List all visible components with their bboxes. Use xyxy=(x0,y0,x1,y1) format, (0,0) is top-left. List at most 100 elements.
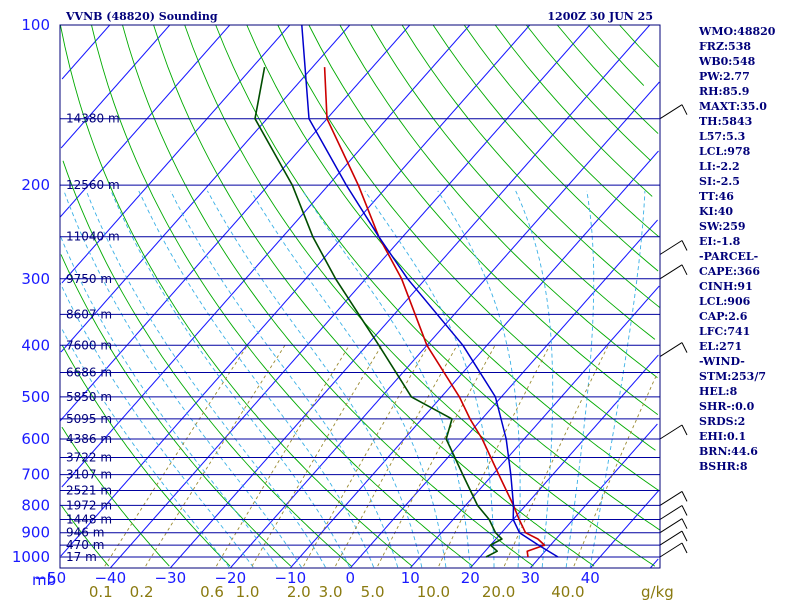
temperature-tick-label: 30 xyxy=(521,569,540,587)
moist-adiabat-line xyxy=(85,190,326,568)
dry-adiabat-line xyxy=(619,24,660,68)
moist-adiabat-line xyxy=(60,327,230,568)
isotherm-line xyxy=(60,24,351,353)
index-line: BRN:44.6 xyxy=(699,445,758,458)
moist-adiabat-line xyxy=(63,190,302,568)
wind-barb-feather xyxy=(681,491,688,502)
temperature-tick-label: −30 xyxy=(154,569,186,587)
moist-adiabat-line xyxy=(565,190,595,568)
index-line: TT:46 xyxy=(699,190,734,203)
dry-adiabat-line xyxy=(61,345,231,567)
height-label: 6686 m xyxy=(66,366,112,380)
temperature-tick-label: −50 xyxy=(34,569,66,587)
dry-adiabat-line xyxy=(370,24,656,340)
height-label: 5095 m xyxy=(66,412,112,426)
pressure-tick-label: 300 xyxy=(21,270,50,288)
wind-barb-staff xyxy=(659,240,683,255)
wind-barb-feather xyxy=(681,240,688,251)
index-line: WB0:548 xyxy=(698,55,756,68)
station-title: VVNB (48820) Sounding xyxy=(65,10,218,23)
temperature-tick-label: −20 xyxy=(214,569,246,587)
index-line: SHR-:0.0 xyxy=(699,400,755,413)
wind-barb-feather xyxy=(681,505,688,516)
temperature-tick-label: 0 xyxy=(346,569,356,587)
dry-adiabat-line xyxy=(432,24,659,272)
mixing-ratio-label: 3.0 xyxy=(319,583,343,600)
wind-barb xyxy=(659,424,688,440)
isotherm-line xyxy=(61,24,471,488)
mixing-ratio-label: 1.0 xyxy=(236,583,260,600)
wind-barb-staff xyxy=(659,518,683,534)
isotherm-line xyxy=(109,24,591,569)
wind-barb xyxy=(659,505,688,520)
index-line: RH:85.9 xyxy=(699,85,749,98)
isotherm-line xyxy=(289,150,659,569)
moist-adiabat-line xyxy=(110,190,350,568)
height-label: 3107 m xyxy=(66,468,112,482)
wind-barb-staff xyxy=(659,530,683,546)
index-line: KI:40 xyxy=(699,205,733,218)
dry-adiabat-line xyxy=(494,24,653,197)
dry-adiabat-line xyxy=(60,254,292,567)
index-line: LCL:906 xyxy=(699,295,751,308)
pressure-tick-label: 800 xyxy=(21,496,50,514)
dry-adiabat-line xyxy=(59,24,413,567)
index-line: LI:-2.2 xyxy=(699,160,740,173)
wind-barb-feather xyxy=(681,518,688,529)
height-label: 14380 m xyxy=(66,112,120,126)
dry-adiabat-line xyxy=(184,24,656,567)
pressure-tick-label: 500 xyxy=(21,388,50,406)
index-line: EI:-1.8 xyxy=(699,235,741,248)
mixing-ratio-line xyxy=(573,372,659,567)
moist-adiabat-line xyxy=(59,282,254,568)
dry-adiabat-line xyxy=(401,24,661,309)
wind-barb xyxy=(659,342,688,358)
grid-layer xyxy=(59,24,661,569)
index-line: CINH:91 xyxy=(699,280,753,293)
wind-barb-feather xyxy=(681,342,688,353)
isotherm-line xyxy=(409,285,660,569)
index-line: FRZ:538 xyxy=(699,40,751,53)
pressure-tick-label: 200 xyxy=(21,176,50,194)
mixing-ratio-label: 0.6 xyxy=(200,583,224,600)
isotherm-line xyxy=(349,219,658,569)
mixing-ratio-label: 2.0 xyxy=(287,583,311,600)
height-label: 470 m xyxy=(66,538,104,552)
dry-adiabat-line xyxy=(463,24,659,238)
dry-adiabat-line xyxy=(246,24,659,491)
height-label: 8607 m xyxy=(66,307,112,321)
index-line: STM:253/7 xyxy=(699,370,766,383)
height-label: 1448 m xyxy=(66,513,112,527)
series-layer xyxy=(254,24,559,558)
pressure-tick-label: 900 xyxy=(21,524,50,542)
wind-barb-staff xyxy=(659,342,683,358)
moist-adiabat-line xyxy=(515,190,554,568)
wind-barb-staff xyxy=(659,490,683,506)
mixing-ratio-line xyxy=(303,345,429,567)
index-line: EL:271 xyxy=(699,340,742,353)
index-line: MAXT:35.0 xyxy=(699,100,767,113)
dry-adiabat-line xyxy=(556,24,659,134)
mixing-ratio-label: 20.0 xyxy=(482,583,515,600)
moist-adiabat-line xyxy=(138,190,375,568)
mixing-ratio-label: 10.0 xyxy=(417,583,450,600)
index-line: L57:5.3 xyxy=(699,130,745,143)
index-line: WMO:48820 xyxy=(698,25,776,38)
temp-line xyxy=(323,67,546,558)
plot-frame xyxy=(59,24,661,569)
height-label: 1972 m xyxy=(66,498,112,512)
isotherm-line xyxy=(529,423,658,569)
mixing-ratio-line xyxy=(251,345,383,567)
index-line: LFC:741 xyxy=(699,325,750,338)
wind-barb xyxy=(659,264,688,280)
isotherm-line xyxy=(649,558,659,569)
isotherm-line xyxy=(61,24,111,80)
moist-adiabat-line xyxy=(589,190,646,568)
height-label: 3722 m xyxy=(66,451,112,465)
wind-barb-feather xyxy=(681,530,688,542)
height-label: 5850 m xyxy=(66,390,112,404)
temperature-tick-label: 20 xyxy=(461,569,480,587)
moist-adiabat-line xyxy=(207,190,423,568)
